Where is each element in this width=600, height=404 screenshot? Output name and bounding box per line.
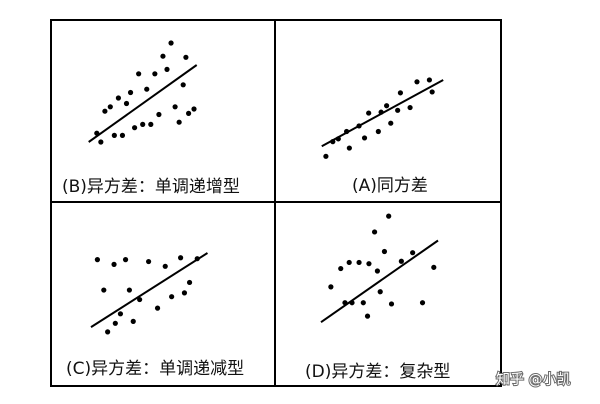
panel-c-point-16 (186, 279, 193, 286)
panel-d-point-0 (328, 284, 334, 290)
panel-c-point-10 (146, 258, 152, 265)
panel-c-point-14 (178, 255, 184, 261)
panel-d-point-16 (410, 250, 416, 256)
panel-a-point-3 (344, 128, 350, 135)
panel-a-point-11 (388, 120, 394, 126)
panel-c-point-15 (181, 290, 188, 296)
panel-a: (A)同方差 (274, 19, 502, 203)
panel-b-point-9 (132, 125, 138, 131)
panel-a-point-4 (346, 145, 352, 151)
panel-d: (D)异方差：复杂型 (274, 201, 502, 387)
panel-d-point-9 (371, 229, 378, 235)
panel-b-point-11 (140, 121, 146, 127)
panel-c-plot (90, 252, 209, 335)
watermark: 知乎 @小凯 (496, 371, 570, 388)
panel-b-point-2 (102, 108, 108, 114)
panel-d-point-13 (386, 213, 392, 219)
panel-b-caption: (B)异方差：单调递增型 (62, 177, 240, 197)
panel-b-trend-line (88, 64, 198, 143)
panel-a-point-5 (356, 123, 362, 129)
panel-d-point-6 (360, 300, 366, 306)
panel-d-point-18 (431, 264, 437, 270)
panel-a-point-14 (407, 104, 413, 111)
panel-c-point-11 (154, 305, 161, 311)
panel-c-point-9 (137, 296, 143, 303)
panel-b-point-22 (183, 54, 189, 60)
panel-b-point-19 (172, 104, 178, 110)
panel-b-point-1 (98, 139, 104, 145)
panel-d-point-8 (366, 261, 372, 267)
panel-b-plot (88, 40, 198, 145)
panel-a-point-10 (384, 103, 390, 109)
panel-b-point-17 (164, 66, 170, 72)
panel-d-point-17 (419, 300, 426, 306)
panel-d-point-7 (364, 313, 371, 319)
panel-d-caption: (D)异方差：复杂型 (305, 362, 450, 382)
panel-b-point-15 (156, 111, 162, 118)
panel-a-point-15 (414, 79, 420, 85)
panel-c-point-4 (112, 320, 118, 326)
panel-b-point-7 (123, 100, 130, 107)
panel-a-caption: (A)同方差 (352, 176, 428, 196)
panel-b-point-5 (115, 95, 121, 101)
panel-a-point-13 (397, 90, 404, 96)
panel-d-point-12 (381, 248, 388, 255)
panel-c-point-6 (122, 257, 129, 263)
panel-c-point-5 (117, 311, 124, 317)
panel-d-trend-line (320, 239, 439, 324)
panel-a-point-16 (426, 77, 432, 83)
panel-c-point-0 (94, 257, 100, 263)
panel-a-point-12 (395, 107, 401, 113)
panel-c-point-7 (126, 287, 132, 293)
panel-b-point-21 (180, 82, 186, 88)
panel-b: (B)异方差：单调递增型 (50, 19, 276, 203)
panel-b-point-23 (186, 110, 192, 116)
panel-a-plot (321, 77, 444, 159)
panel-a-point-9 (378, 109, 384, 115)
panel-b-point-6 (119, 132, 126, 138)
panel-b-point-18 (168, 40, 174, 46)
panel-b-point-16 (160, 53, 166, 59)
panel-b-point-4 (111, 132, 117, 138)
panel-b-point-14 (152, 71, 158, 77)
panel-d-point-3 (346, 259, 352, 266)
panel-d-point-4 (349, 300, 355, 306)
panel-c: (C)异方差：单调递减型 (50, 201, 276, 387)
panel-d-point-1 (338, 265, 344, 272)
panel-b-point-24 (191, 106, 197, 112)
panel-a-point-17 (429, 89, 435, 95)
panel-d-point-11 (377, 289, 383, 295)
panel-c-caption: (C)异方差：单调递减型 (66, 359, 244, 379)
panel-b-point-13 (148, 121, 154, 127)
panel-d-plot (320, 213, 439, 324)
panel-c-point-13 (169, 294, 175, 300)
panel-b-point-0 (94, 130, 100, 136)
panel-d-point-5 (356, 259, 362, 266)
panel-b-point-3 (107, 104, 113, 110)
panel-a-point-8 (375, 128, 381, 135)
panel-b-frame (50, 19, 276, 203)
panel-c-point-1 (101, 287, 107, 293)
panel-b-point-20 (176, 119, 182, 125)
panel-c-point-3 (111, 261, 117, 267)
panel-a-point-1 (330, 139, 336, 145)
panel-c-point-8 (130, 318, 136, 324)
panel-c-point-2 (105, 329, 111, 335)
panel-d-point-10 (374, 268, 380, 274)
panel-c-trend-line (90, 252, 209, 328)
panel-c-point-17 (194, 256, 200, 262)
panel-b-point-12 (144, 86, 150, 92)
panel-d-point-2 (342, 300, 348, 306)
panel-d-point-14 (388, 301, 395, 307)
panel-b-point-8 (127, 89, 134, 96)
panel-a-point-2 (335, 136, 341, 142)
panel-a-point-0 (323, 153, 329, 159)
panel-a-point-7 (366, 110, 372, 116)
panel-d-point-15 (398, 258, 404, 264)
panel-a-point-6 (361, 135, 368, 141)
panel-b-point-10 (136, 71, 142, 77)
panel-c-point-12 (162, 263, 168, 269)
panel-d-frame (274, 201, 502, 387)
